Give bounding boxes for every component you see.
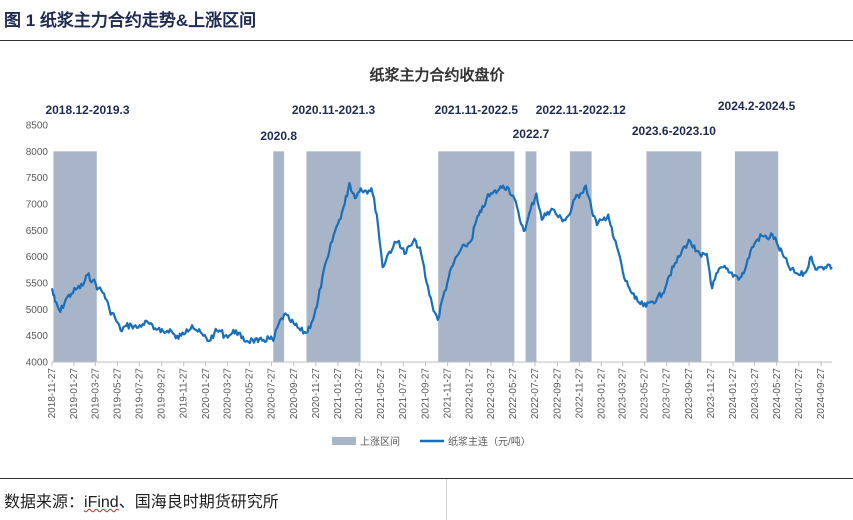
source-prefix: 数据来源：	[4, 494, 85, 511]
source-underlined: iFind	[84, 494, 119, 511]
x-tick-label: 2021-07-27	[398, 368, 409, 420]
y-tick-label: 8000	[26, 147, 49, 158]
source-suffix: 、国海良时期货研究所	[118, 494, 279, 511]
x-tick-label: 2019-05-27	[112, 368, 123, 420]
x-tick-label: 2022-01-27	[465, 368, 476, 420]
band-label-1: 2018.12-2019.3	[45, 103, 129, 117]
rise-band-7	[646, 151, 702, 362]
x-tick-label: 2021-09-27	[421, 368, 432, 420]
band-labels-layer: 2018.12-2019.3 2020.8 2020.11-2021.3 2021.1…	[45, 99, 795, 143]
band-label-6: 2022.11-2022.12	[536, 103, 626, 117]
rise-band-1	[53, 151, 97, 362]
x-tick-label: 2021-01-27	[333, 368, 344, 420]
rise-band-8	[734, 151, 779, 362]
band-label-4: 2021.11-2022.5	[435, 103, 519, 117]
band-label-2: 2020.8	[260, 129, 297, 143]
band-label-8: 2024.2-2024.5	[718, 99, 796, 113]
x-tick-label: 2019-07-27	[134, 368, 145, 420]
price-chart: 纸浆主力合约收盘价 4000 4500 5000 5500 6000 6500 7000 75…	[26, 66, 833, 448]
x-tick-label: 2019-11-27	[179, 368, 190, 419]
x-tick-label: 2024-07-27	[794, 368, 805, 420]
x-tick-label: 2024-01-27	[728, 368, 739, 420]
band-label-3: 2020.11-2021.3	[292, 103, 376, 117]
x-tick-label: 2020-09-27	[289, 368, 300, 420]
legend-line-label: 纸浆主连（元/吨）	[448, 435, 531, 448]
legend: 上涨区间 纸浆主连（元/吨）	[332, 435, 531, 448]
legend-band-swatch	[332, 437, 356, 445]
x-tick-label: 2022-05-27	[508, 368, 519, 420]
bands-layer	[53, 151, 779, 362]
axis-layer: 4000 4500 5000 5500 6000 6500 7000 7500 8000 8500…	[26, 121, 832, 420]
bottom-rule	[0, 478, 853, 479]
band-label-7: 2023.6-2023.10	[632, 124, 716, 138]
x-tick-label: 2024-09-27	[816, 368, 827, 420]
x-tick-label: 2020-01-27	[201, 368, 212, 420]
y-tick-label: 5500	[26, 279, 49, 290]
figure-title: 图 1 纸浆主力合约走势&上涨区间	[4, 11, 257, 30]
y-tick-label: 6500	[26, 226, 49, 237]
x-tick-label: 2019-09-27	[157, 368, 168, 420]
y-tick-label: 7000	[26, 200, 49, 211]
x-tick-label: 2024-03-27	[750, 368, 761, 420]
x-tick-label: 2021-03-27	[354, 368, 365, 420]
x-tick-label: 2021-05-27	[376, 368, 387, 420]
rise-band-6	[569, 151, 592, 362]
rise-band-5	[525, 151, 537, 362]
y-tick-label: 4500	[26, 331, 49, 342]
series-line-1	[50, 181, 833, 345]
top-rule	[0, 40, 853, 41]
y-tick-label: 6000	[26, 252, 49, 263]
x-tick-label: 2024-05-27	[772, 368, 783, 420]
footer-separator	[446, 479, 447, 520]
x-tick-label: 2018-11-27	[47, 368, 58, 419]
y-tick-label: 4000	[26, 358, 49, 369]
x-tick-label: 2022-07-27	[530, 368, 541, 420]
y-tick-label: 8500	[26, 121, 49, 132]
x-tick-label: 2020-03-27	[222, 368, 233, 420]
x-tick-label: 2019-03-27	[90, 368, 101, 420]
x-tick-label: 2020-07-27	[266, 368, 277, 420]
y-tick-label: 5000	[26, 305, 49, 316]
x-tick-label: 2019-01-27	[69, 368, 80, 420]
legend-band-label: 上涨区间	[360, 435, 400, 448]
x-tick-label: 2023-09-27	[684, 368, 695, 420]
line-layer	[50, 181, 833, 345]
y-tick-label: 7500	[26, 173, 49, 184]
x-tick-label: 2021-11-27	[443, 368, 454, 419]
x-tick-label: 2020-05-27	[244, 368, 255, 420]
x-tick-label: 2022-11-27	[574, 368, 585, 419]
x-tick-label: 2023-01-27	[596, 368, 607, 420]
x-tick-label: 2020-11-27	[311, 368, 322, 419]
band-label-5: 2022.7	[513, 127, 550, 141]
x-tick-label: 2023-05-27	[640, 368, 651, 420]
x-tick-label: 2022-09-27	[552, 368, 563, 420]
x-tick-label: 2022-03-27	[486, 368, 497, 420]
x-tick-label: 2023-03-27	[618, 368, 629, 420]
x-tick-label: 2023-11-27	[706, 368, 717, 419]
rise-band-3	[306, 151, 361, 362]
chart-title: 纸浆主力合约收盘价	[369, 66, 505, 84]
x-tick-label: 2023-07-27	[662, 368, 673, 420]
rise-band-2	[273, 151, 285, 362]
source-note: 数据来源：iFind、国海良时期货研究所	[4, 488, 279, 512]
rise-band-4	[438, 151, 515, 362]
